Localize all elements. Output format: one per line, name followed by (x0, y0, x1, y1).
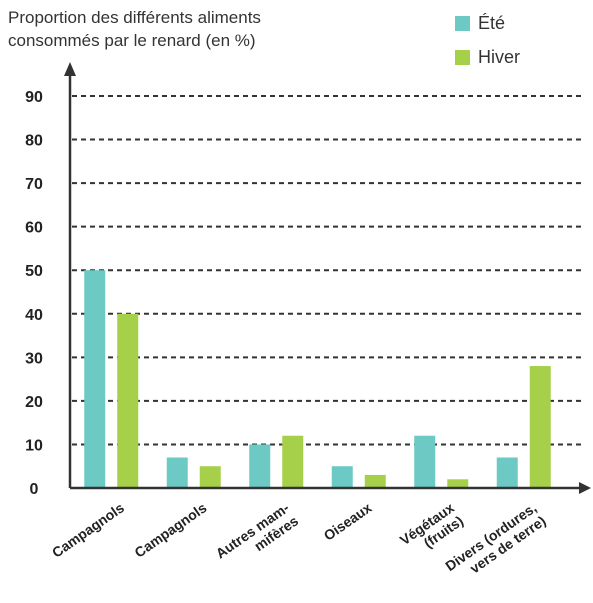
x-tick-label-1: Campagnols (131, 499, 209, 560)
y-tick-label-10: 10 (25, 437, 43, 454)
legend: Été Hiver (455, 8, 520, 76)
y-tick-label-50: 50 (25, 263, 43, 280)
x-tick-label-5: Divers (ordures,vers de terre) (442, 499, 548, 587)
bar-ete-3 (331, 466, 353, 488)
y-tick-label-0: 0 (30, 481, 39, 498)
bar-ete-4 (414, 435, 436, 488)
x-tick-label-2: Autres mam-mifères (213, 499, 302, 574)
bar-ete-1 (166, 457, 188, 488)
y-tick-label-90: 90 (25, 89, 43, 106)
chart-title-line-2: consommés par le renard (en %) (8, 31, 256, 50)
bar-hiver-5 (529, 366, 551, 488)
y-tick-label-30: 30 (25, 350, 43, 367)
y-tick-label-20: 20 (25, 394, 43, 411)
y-tick-label-60: 60 (25, 220, 43, 237)
bar-hiver-2 (282, 435, 304, 488)
legend-label-ete: Été (478, 12, 506, 33)
x-tick-label-3: Oiseaux (321, 499, 375, 543)
legend-item-hiver: Hiver (455, 42, 520, 72)
y-axis-arrow (64, 62, 76, 76)
legend-swatch-ete (455, 15, 470, 31)
bar-hiver-3 (364, 474, 386, 488)
bar-ete-2 (249, 444, 271, 488)
x-tick-label-0: Campagnols (49, 499, 127, 560)
y-tick-label-80: 80 (25, 133, 43, 150)
legend-swatch-hiver (455, 49, 470, 65)
y-tick-label-40: 40 (25, 307, 43, 324)
y-tick-label-70: 70 (25, 176, 43, 193)
legend-item-ete: Été (455, 8, 520, 38)
bar-hiver-4 (447, 479, 469, 488)
chart-title-line-1: Proportion des différents aliments (8, 8, 261, 27)
bar-ete-5 (496, 457, 518, 488)
bar-hiver-0 (117, 313, 139, 488)
chart-title: Proportion des différents aliments conso… (8, 6, 368, 52)
x-axis-arrow (579, 482, 591, 494)
bar-ete-0 (84, 270, 106, 488)
bar-hiver-1 (199, 466, 221, 488)
legend-label-hiver: Hiver (478, 46, 521, 67)
